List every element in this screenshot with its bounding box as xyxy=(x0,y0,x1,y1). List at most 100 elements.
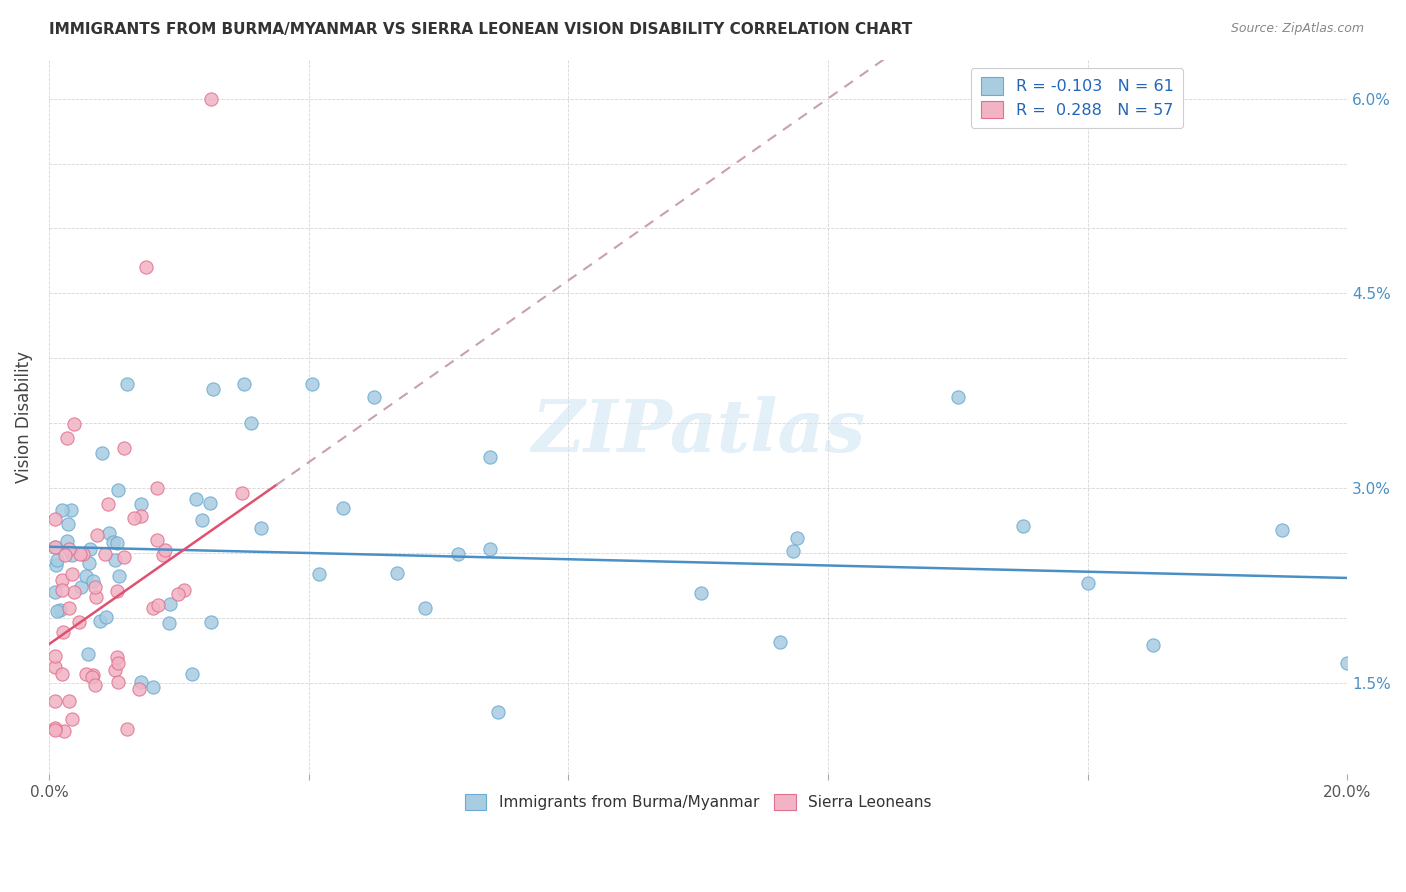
Point xyxy=(44,584,66,599)
Point xyxy=(45,552,67,566)
Point xyxy=(157,615,180,630)
Point xyxy=(67,615,90,630)
Point xyxy=(107,656,129,670)
Point xyxy=(131,498,153,512)
Y-axis label: Vision Disability: Vision Disability xyxy=(15,351,32,483)
Point xyxy=(94,609,117,624)
Point xyxy=(90,446,112,460)
Point xyxy=(82,670,104,684)
Text: IMMIGRANTS FROM BURMA/MYANMAR VS SIERRA LEONEAN VISION DISABILITY CORRELATION CH: IMMIGRANTS FROM BURMA/MYANMAR VS SIERRA … xyxy=(49,22,912,37)
Point xyxy=(201,382,224,396)
Point xyxy=(89,614,111,628)
Point xyxy=(70,580,93,594)
Point xyxy=(690,586,713,600)
Point xyxy=(44,540,66,554)
Point xyxy=(146,481,169,495)
Point xyxy=(363,390,385,404)
Point xyxy=(52,624,75,639)
Point xyxy=(153,542,176,557)
Point xyxy=(413,601,436,615)
Point xyxy=(51,666,73,681)
Point xyxy=(159,597,181,611)
Point xyxy=(152,549,174,563)
Point xyxy=(129,508,152,523)
Point xyxy=(167,587,190,601)
Point xyxy=(79,542,101,557)
Point xyxy=(107,483,129,497)
Point xyxy=(142,600,165,615)
Legend: Immigrants from Burma/Myanmar, Sierra Leoneans: Immigrants from Burma/Myanmar, Sierra Le… xyxy=(458,789,938,816)
Point xyxy=(86,527,108,541)
Point xyxy=(107,536,129,550)
Point xyxy=(63,417,86,431)
Point xyxy=(198,496,221,510)
Point xyxy=(112,549,135,564)
Point xyxy=(786,531,808,545)
Point xyxy=(72,548,94,562)
Point xyxy=(44,660,66,674)
Point xyxy=(58,516,80,531)
Point xyxy=(82,668,104,682)
Point xyxy=(53,724,76,739)
Point xyxy=(63,585,86,599)
Point xyxy=(135,260,157,275)
Point xyxy=(332,500,354,515)
Point xyxy=(51,573,73,587)
Point xyxy=(44,540,66,554)
Point xyxy=(122,510,145,524)
Point xyxy=(45,558,67,572)
Point xyxy=(44,723,66,737)
Point xyxy=(60,712,83,726)
Point xyxy=(479,542,502,557)
Point xyxy=(75,667,97,681)
Point xyxy=(97,497,120,511)
Point xyxy=(104,663,127,677)
Point xyxy=(84,590,107,604)
Point xyxy=(173,582,195,597)
Point xyxy=(44,721,66,735)
Point xyxy=(1011,518,1033,533)
Point xyxy=(301,377,323,392)
Point xyxy=(51,582,73,597)
Point xyxy=(142,680,165,694)
Point xyxy=(1142,638,1164,652)
Point xyxy=(97,525,120,540)
Point xyxy=(782,544,804,558)
Point xyxy=(51,503,73,517)
Point xyxy=(115,377,138,392)
Point xyxy=(148,599,170,613)
Point xyxy=(94,547,117,561)
Point xyxy=(190,512,212,526)
Point xyxy=(184,491,207,506)
Point xyxy=(115,722,138,736)
Point xyxy=(249,521,271,535)
Point xyxy=(128,681,150,696)
Point xyxy=(231,486,253,500)
Point xyxy=(44,694,66,708)
Point xyxy=(447,548,470,562)
Point xyxy=(60,548,83,562)
Point xyxy=(1336,657,1358,671)
Point xyxy=(75,569,97,583)
Point xyxy=(200,615,222,629)
Point xyxy=(146,533,169,548)
Point xyxy=(308,566,330,581)
Point xyxy=(946,390,969,404)
Point xyxy=(112,441,135,455)
Point xyxy=(79,556,101,570)
Point xyxy=(55,548,77,562)
Point xyxy=(105,584,128,599)
Point xyxy=(768,635,790,649)
Point xyxy=(385,566,408,580)
Point xyxy=(108,568,131,582)
Point xyxy=(479,450,502,465)
Point xyxy=(129,674,152,689)
Point xyxy=(58,601,80,615)
Point xyxy=(44,649,66,664)
Point xyxy=(105,649,128,664)
Point xyxy=(55,534,77,549)
Point xyxy=(60,566,83,581)
Point xyxy=(232,377,254,392)
Point xyxy=(180,666,202,681)
Point xyxy=(59,503,82,517)
